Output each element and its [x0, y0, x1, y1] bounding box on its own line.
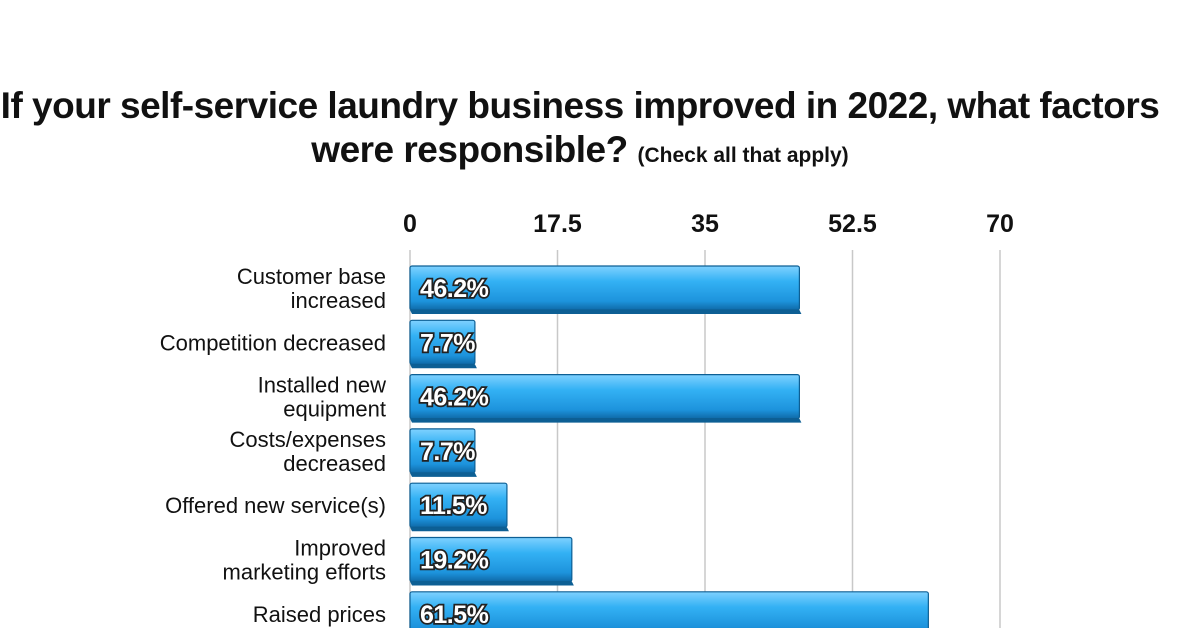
category-label: Improved marketing efforts — [223, 536, 386, 585]
value-label: 11.5% — [420, 492, 487, 520]
category-label: Competition decreased — [160, 330, 386, 355]
bar — [409, 536, 573, 583]
bar — [409, 319, 476, 365]
bar-shadow — [410, 472, 477, 477]
bar — [409, 265, 800, 311]
bar-shadow — [410, 364, 477, 369]
value-label: 46.2% — [420, 275, 489, 303]
chart-title-text: If your self-service laundry business im… — [0, 85, 1160, 170]
value-label: 46.2% — [420, 384, 489, 412]
category-label: Customer base increased — [237, 264, 386, 313]
bar — [409, 482, 508, 528]
x-tick-label: 52.5 — [828, 210, 877, 238]
category-label: Costs/expenses decreased — [229, 427, 386, 476]
category-label: Offered new service(s) — [165, 493, 386, 518]
bar-shadow — [410, 418, 802, 423]
bar-shadow — [410, 581, 574, 586]
bar-shadow — [410, 527, 509, 532]
value-label: 7.7% — [420, 438, 475, 466]
chart-title: If your self-service laundry business im… — [0, 84, 1160, 178]
chart-subtitle: (Check all that apply) — [637, 144, 849, 167]
bar — [409, 428, 476, 474]
bar — [409, 374, 800, 420]
bar — [409, 591, 929, 628]
category-label: Raised prices — [253, 602, 386, 627]
x-tick-label: 17.5 — [533, 210, 582, 238]
bars — [409, 265, 929, 628]
category-labels: Customer base increased Competition decrea… — [160, 264, 386, 627]
value-label: 19.2% — [420, 547, 489, 575]
value-label: 61.5% — [420, 601, 489, 628]
x-tick-label: 0 — [403, 210, 417, 238]
x-tick-label: 35 — [691, 210, 719, 238]
x-axis-ticks: 0 17.5 35 52.5 70 — [403, 210, 1014, 238]
bar-shadow — [410, 310, 802, 314]
value-labels: 46.2% 7.7% 46.2% 7.7% 11.5% 19.2% 61.5% — [418, 273, 491, 628]
x-tick-label: 70 — [986, 210, 1014, 238]
value-label: 7.7% — [420, 329, 475, 357]
category-label: Installed new equipment — [258, 373, 387, 422]
